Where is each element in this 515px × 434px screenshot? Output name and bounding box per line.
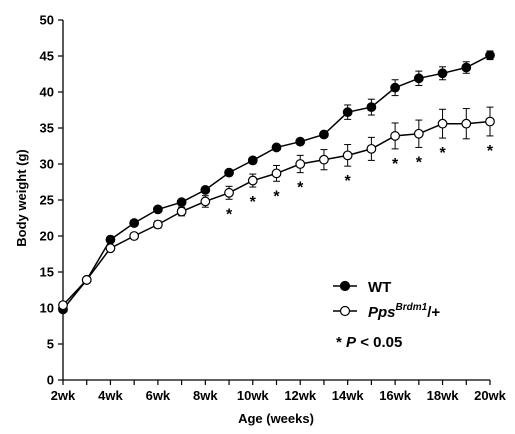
- x-tick-label: 8wk: [193, 388, 218, 403]
- significance-star: *: [392, 156, 399, 173]
- y-tick-label: 35: [40, 121, 54, 136]
- data-point-wt: [129, 218, 140, 228]
- y-tick-label: 5: [47, 337, 54, 352]
- legend-mutant-gene: Pps: [368, 304, 396, 321]
- data-points: [58, 50, 495, 315]
- axes: 0 5 10 15 20 25 30 35 40 45 50 2wk 4wk 6wk 8wk 10wk 12wk…: [40, 13, 507, 404]
- series-lines: [62, 54, 491, 310]
- data-point-wt: [247, 155, 258, 166]
- data-point-wt: [390, 82, 401, 93]
- data-point-wt: [224, 167, 234, 178]
- y-tick-label: 45: [40, 49, 54, 64]
- significance-note-threshold: < 0.05: [356, 334, 402, 351]
- data-point-wt: [413, 73, 424, 84]
- data-point-mutant: [224, 187, 234, 198]
- x-tick-label: 12wk: [284, 388, 317, 403]
- data-point-mutant: [390, 131, 401, 141]
- legend-mutant-marker: [339, 305, 351, 317]
- data-point-wt: [295, 136, 306, 147]
- data-point-wt: [366, 102, 377, 113]
- significance-note-star: *: [336, 334, 342, 351]
- x-tick-label: 16wk: [379, 388, 412, 403]
- x-tick-label: 2wk: [51, 388, 76, 403]
- data-point-wt: [152, 204, 163, 215]
- x-tick-label: 6wk: [146, 388, 171, 403]
- data-point-mutant: [319, 154, 329, 165]
- y-tick-label: 15: [40, 265, 54, 280]
- series-line-wt: [62, 54, 491, 310]
- y-tick-label: 50: [40, 13, 54, 28]
- legend: WT PpsBrdm1/+ * P < 0.05: [333, 279, 440, 351]
- y-tick-label: 25: [40, 193, 54, 208]
- significance-note: * P < 0.05: [336, 334, 402, 351]
- data-point-wt: [271, 142, 282, 153]
- legend-wt-label: WT: [368, 279, 391, 296]
- data-point-mutant: [271, 168, 282, 179]
- significance-note-p: P: [346, 334, 357, 351]
- error-bars: [59, 50, 494, 313]
- data-point-mutant: [485, 116, 495, 127]
- x-tick-label: 14wk: [332, 388, 365, 403]
- data-point-mutant: [461, 118, 472, 129]
- data-point-mutant: [58, 300, 68, 311]
- data-point-mutant: [81, 275, 92, 285]
- data-point-wt: [437, 68, 448, 79]
- legend-mutant-label: PpsBrdm1/+: [368, 302, 440, 321]
- significance-star: *: [487, 143, 494, 160]
- legend-mutant-allele: Brdm1: [396, 302, 428, 313]
- data-point-wt: [105, 234, 116, 245]
- data-point-mutant: [247, 175, 258, 186]
- significance-star: *: [439, 145, 446, 162]
- data-point-wt: [342, 107, 353, 118]
- x-axis-title: Age (weeks): [238, 411, 314, 426]
- y-tick-label: 10: [40, 301, 54, 316]
- data-point-mutant: [366, 143, 377, 154]
- y-tick-label: 20: [40, 229, 54, 244]
- x-tick-label: 4wk: [98, 388, 123, 403]
- significance-star: *: [226, 206, 233, 223]
- y-tick-label: 30: [40, 157, 54, 172]
- data-point-mutant: [295, 159, 306, 169]
- data-point-wt: [200, 185, 211, 195]
- significance-markers: * * * * * * * * *: [226, 143, 494, 223]
- significance-star: *: [297, 180, 304, 197]
- data-point-mutant: [105, 243, 116, 254]
- data-point-mutant: [342, 150, 353, 161]
- y-axis-title: Body weight (g): [14, 149, 29, 247]
- legend-mutant-suffix: /+: [427, 304, 440, 321]
- data-point-wt: [176, 197, 187, 208]
- y-tick-label: 0: [47, 373, 54, 388]
- data-point-mutant: [437, 118, 448, 129]
- data-point-wt: [319, 129, 329, 140]
- data-point-mutant: [152, 219, 163, 230]
- x-tick-label: 20wk: [474, 388, 507, 403]
- legend-wt-marker: [339, 280, 351, 292]
- data-point-mutant: [129, 231, 140, 241]
- significance-star: *: [416, 154, 423, 171]
- data-point-mutant: [413, 128, 424, 139]
- data-point-mutant: [176, 206, 187, 217]
- data-point-wt: [461, 62, 472, 73]
- significance-star: *: [250, 194, 257, 211]
- data-point-wt: [485, 50, 495, 61]
- x-tick-label: 10wk: [237, 388, 270, 403]
- data-point-mutant: [200, 196, 211, 207]
- x-tick-label: 18wk: [427, 388, 460, 403]
- significance-star: *: [273, 188, 280, 205]
- y-tick-label: 40: [40, 85, 54, 100]
- significance-star: *: [345, 173, 352, 190]
